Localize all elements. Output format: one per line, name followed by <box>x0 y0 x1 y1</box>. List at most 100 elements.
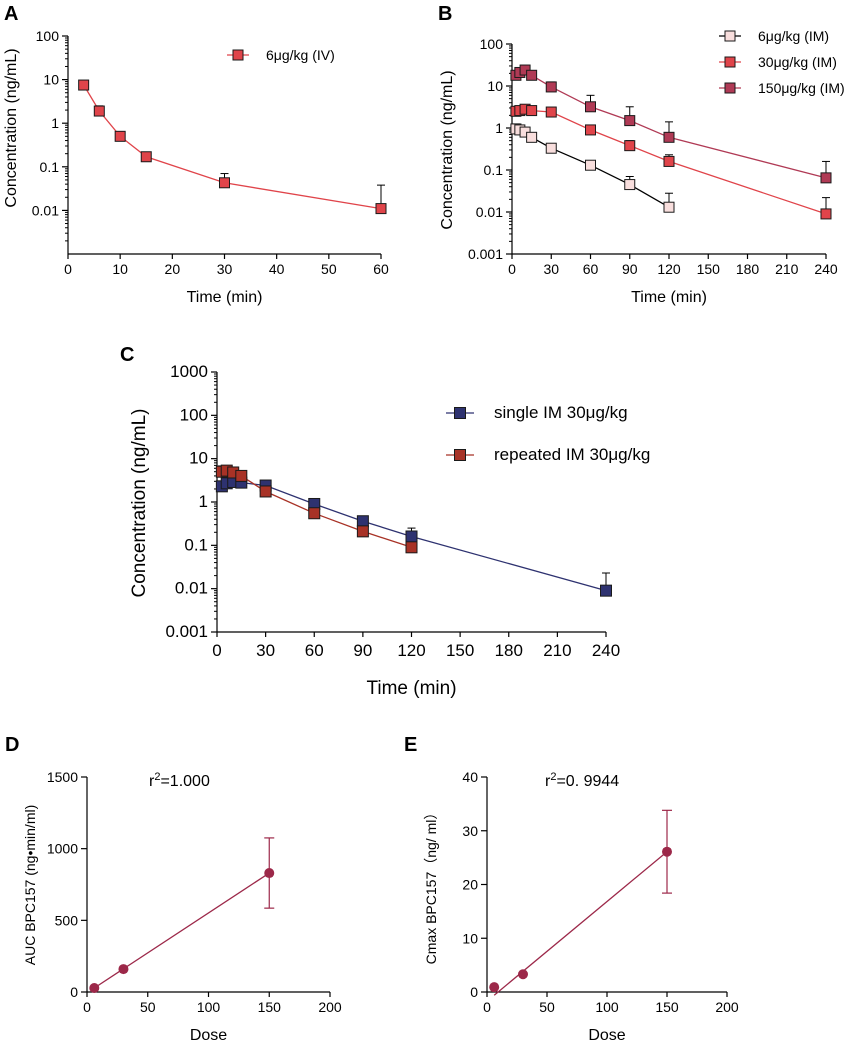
data-point <box>600 584 612 597</box>
x-tick-label: 50 <box>539 999 555 1015</box>
data-point <box>545 81 557 93</box>
data-point <box>663 201 675 213</box>
data-point <box>624 179 636 191</box>
y-tick-label: 10 <box>43 72 59 88</box>
data-point <box>78 79 90 91</box>
panel-label-a: A <box>4 3 18 25</box>
r-squared-annotation: r2=1.000 <box>149 771 210 790</box>
y-axis-label: Cmax BPC157（ng/ ml） <box>423 806 439 965</box>
data-point <box>526 105 538 117</box>
x-tick-label: 240 <box>592 641 620 660</box>
x-tick-label: 200 <box>715 999 739 1015</box>
data-point <box>545 106 557 118</box>
legend-marker <box>724 56 736 68</box>
x-tick-label: 120 <box>657 261 681 277</box>
x-tick-label: 0 <box>483 999 491 1015</box>
x-tick-label: 120 <box>397 641 425 660</box>
y-axis-label: Concentration (ng/mL) <box>129 408 150 597</box>
data-point <box>264 868 275 879</box>
legend-marker <box>454 407 466 419</box>
data-point <box>585 101 596 113</box>
legend-label: 6μg/kg (IV) <box>266 47 335 63</box>
x-tick-label: 90 <box>622 261 638 277</box>
data-point <box>585 124 596 136</box>
data-point <box>356 515 369 528</box>
y-tick-label: 1 <box>495 120 503 136</box>
y-tick-label: 0.1 <box>40 159 60 175</box>
x-tick-label: 100 <box>197 999 221 1015</box>
y-tick-label: 1 <box>51 115 59 131</box>
x-tick-label: 30 <box>543 261 559 277</box>
x-tick-label: 150 <box>697 261 721 277</box>
data-point <box>585 159 596 171</box>
x-tick-label: 10 <box>112 261 128 277</box>
x-axis-label: Time (min) <box>187 289 263 306</box>
y-tick-label: 0.001 <box>468 246 503 262</box>
data-point <box>259 485 272 498</box>
chart-panel-a: 0 10 20 30 40 50 60 0.01 0.1 1 10 100 Time (min) Conc… <box>3 28 389 306</box>
x-tick-label: 60 <box>305 641 324 660</box>
x-tick-label: 150 <box>446 641 474 660</box>
x-tick-label: 20 <box>165 261 181 277</box>
x-tick-label: 0 <box>83 999 91 1015</box>
data-point <box>663 131 675 143</box>
data-point <box>89 982 100 993</box>
data-point <box>820 172 832 184</box>
legend-marker <box>724 30 736 42</box>
series-line-1 <box>83 84 382 210</box>
x-tick-label: 240 <box>814 261 838 277</box>
x-tick-label: 210 <box>543 641 571 660</box>
y-tick-label: 10 <box>462 930 478 946</box>
x-tick-label: 40 <box>269 261 285 277</box>
legend-label: single IM 30μg/kg <box>494 403 628 422</box>
r-squared-value: =1.000 <box>160 773 209 790</box>
data-point <box>518 969 528 980</box>
x-axis-label: Time (min) <box>631 289 707 306</box>
legend-marker <box>724 82 736 94</box>
data-point <box>118 964 129 975</box>
data-point <box>820 208 832 220</box>
data-point <box>356 525 369 538</box>
data-point <box>489 982 500 993</box>
y-tick-label: 30 <box>462 823 478 839</box>
r-squared-annotation: r2=0. 9944 <box>545 771 619 790</box>
x-tick-label: 0 <box>64 261 72 277</box>
chart-panel-d: 0 50 100 150 200 0 500 1000 1500 Dose AUC BPC157 (… <box>22 769 342 1044</box>
x-tick-label: 210 <box>775 261 799 277</box>
x-tick-label: 50 <box>321 261 337 277</box>
x-tick-label: 60 <box>373 261 389 277</box>
r-squared-superscript: 2 <box>550 771 556 783</box>
legend-label: 30μg/kg (IM) <box>758 54 837 70</box>
x-axis-label: Dose <box>190 1027 227 1044</box>
y-tick-label: 1500 <box>47 769 78 785</box>
panel-label-c: C <box>120 344 134 366</box>
data-point <box>526 69 538 81</box>
legend-label: 6μg/kg (IM) <box>758 28 829 44</box>
y-tick-label: 500 <box>55 912 79 928</box>
y-tick-label: 100 <box>36 28 60 44</box>
data-point <box>662 846 672 857</box>
y-tick-label: 100 <box>480 36 504 52</box>
y-tick-label: 0.1 <box>484 162 504 178</box>
x-axis-label: Dose <box>588 1027 625 1044</box>
y-tick-label: 0 <box>70 984 78 1000</box>
y-tick-label: 40 <box>462 769 478 785</box>
legend-label: 150μg/kg (IM) <box>758 80 845 96</box>
panel-label-e: E <box>404 734 417 756</box>
x-tick-label: 180 <box>736 261 760 277</box>
y-tick-label: 0.01 <box>175 579 208 598</box>
x-tick-label: 180 <box>495 641 523 660</box>
chart-panel-e: 0 50 100 150 200 0 10 20 30 40 Dose Cmax BPC157（ng/… <box>423 769 739 1044</box>
panel-label-d: D <box>5 734 19 756</box>
y-axis-label: AUC BPC157 (ng•min/ml) <box>22 805 38 966</box>
y-tick-label: 1000 <box>47 841 78 857</box>
y-tick-label: 0.001 <box>165 622 208 641</box>
y-tick-label: 0.01 <box>476 204 503 220</box>
y-tick-label: 1000 <box>170 362 208 381</box>
y-axis-label: Concentration (ng/mL) <box>439 70 456 229</box>
x-tick-label: 0 <box>212 641 221 660</box>
legend-label: repeated IM 30μg/kg <box>494 445 650 464</box>
x-axis-label: Time (min) <box>366 678 456 699</box>
r-squared-superscript: 2 <box>154 771 160 783</box>
y-tick-label: 10 <box>487 78 503 94</box>
